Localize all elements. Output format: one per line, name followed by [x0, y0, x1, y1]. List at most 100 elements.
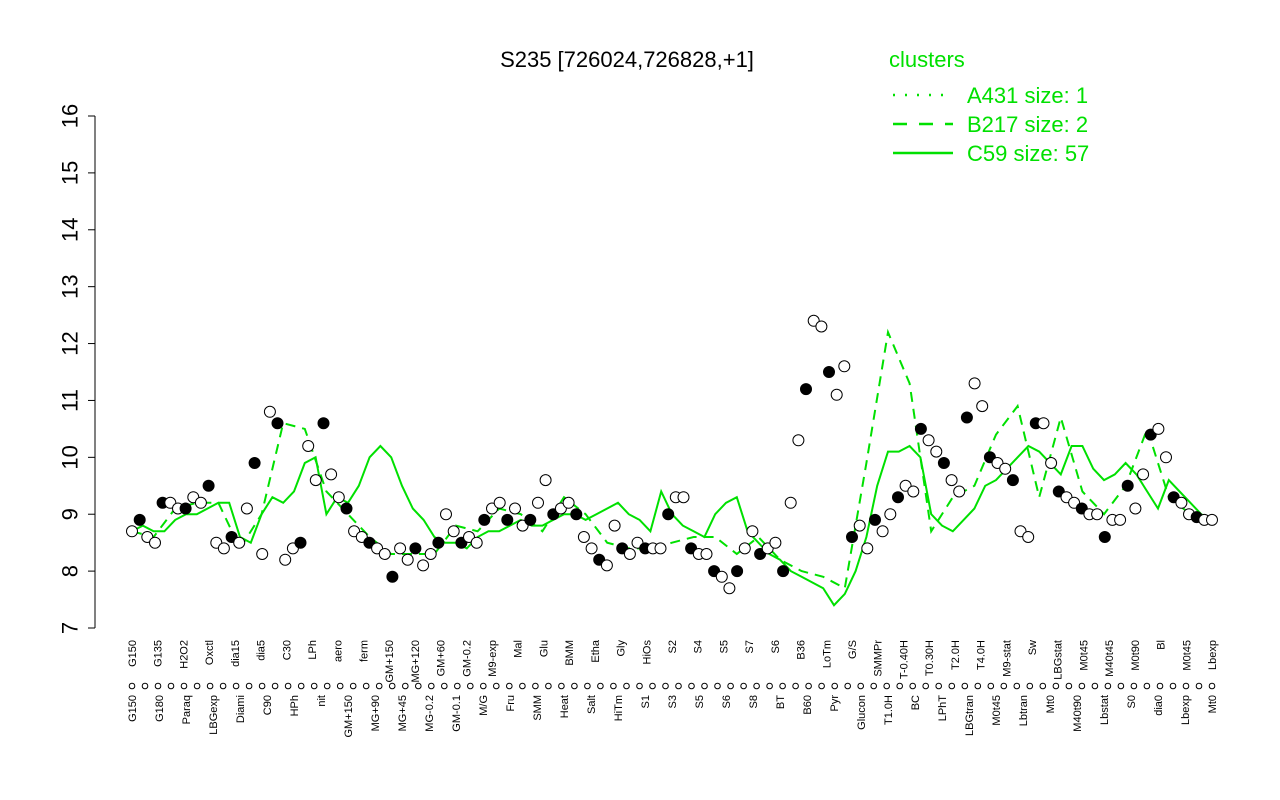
x-rug-marker: [167, 682, 175, 690]
x-category-label-top: Oxctl: [204, 640, 216, 665]
x-category-label-bottom: G150: [127, 695, 139, 722]
x-rug-marker: [480, 682, 487, 690]
data-point: [914, 422, 927, 435]
x-rug-marker: [909, 682, 917, 690]
legend-entry-label: C59 size: 57: [967, 141, 1089, 166]
x-rug-marker: [662, 682, 669, 690]
x-rug-marker: [245, 682, 253, 690]
data-point: [1206, 513, 1218, 526]
x-rug-marker: [258, 682, 266, 690]
legend-entry-label: B217 size: 2: [967, 112, 1088, 137]
data-point: [378, 548, 391, 560]
x-category-label-top: Lbexp: [1207, 640, 1219, 670]
data-point: [892, 491, 904, 504]
x-rug-marker: [896, 682, 904, 690]
x-rug-marker: [623, 682, 630, 690]
x-category-label-top: LBGstat: [1053, 640, 1065, 680]
x-rug-marker: [232, 682, 240, 690]
data-point: [1006, 474, 1019, 487]
series-line-c59: [131, 444, 1213, 607]
x-rug-marker: [714, 682, 721, 690]
y-tick-label: 8: [58, 565, 83, 577]
data-point: [960, 411, 973, 424]
data-point: [968, 377, 981, 390]
data-point: [700, 548, 713, 560]
x-category-label-bottom: M0t45: [991, 695, 1003, 726]
data-point: [930, 445, 943, 458]
x-rug-marker: [688, 682, 695, 690]
data-point: [945, 474, 958, 487]
data-point: [1137, 468, 1150, 481]
x-category-label-bottom: Pyr: [829, 695, 841, 712]
data-point: [1152, 422, 1165, 435]
data-point: [194, 496, 207, 509]
x-rug-marker: [753, 682, 760, 690]
data-point: [1098, 531, 1111, 543]
y-tick-label: 10: [58, 445, 83, 469]
x-category-label-bottom: LBGexp: [208, 695, 220, 735]
x-category-label-top: Bl: [1156, 640, 1168, 650]
x-rug-marker: [506, 682, 513, 690]
x-rug-marker: [1208, 682, 1216, 690]
data-point: [386, 570, 399, 583]
x-rug-marker: [1026, 682, 1034, 690]
x-category-label-bottom: Lbstat: [1099, 695, 1111, 725]
data-point: [922, 434, 935, 447]
x-category-label-top: S7: [744, 640, 756, 653]
data-point: [731, 565, 744, 578]
data-point: [539, 474, 552, 487]
x-rug-marker: [297, 682, 305, 690]
x-category-label-top: H2O2: [178, 640, 190, 669]
x-rug-marker: [467, 682, 474, 690]
data-point: [715, 570, 728, 583]
x-category-label-bottom: B60: [802, 695, 814, 715]
x-rug-marker: [493, 682, 500, 690]
x-category-label-top: B36: [796, 640, 808, 660]
x-rug-marker: [1039, 682, 1047, 690]
data-point: [302, 440, 315, 452]
x-rug-marker: [362, 682, 370, 690]
x-category-label-bottom: GM-0.1: [451, 695, 463, 732]
x-rug-marker: [1143, 682, 1151, 690]
x-category-label-top: GM+60: [436, 640, 448, 676]
y-tick-label: 9: [58, 508, 83, 520]
x-category-label-top: dia15: [230, 640, 242, 667]
x-category-label-bottom: Diami: [235, 695, 247, 723]
x-rug-marker: [402, 682, 409, 690]
data-point: [608, 519, 621, 532]
x-category-label-top: M9-stat: [1001, 640, 1013, 677]
x-rug-marker: [545, 682, 552, 690]
legend-title: clusters: [889, 47, 965, 72]
x-category-label-bottom: Mt0: [1207, 695, 1219, 713]
data-point: [133, 513, 146, 526]
x-rug-marker: [987, 682, 995, 690]
x-category-label-top: SMMPr: [873, 640, 885, 677]
y-tick-label: 15: [58, 161, 83, 185]
x-rug-marker: [310, 682, 318, 690]
x-category-label-bottom: Heat: [559, 695, 571, 718]
x-category-label-bottom: SMM: [532, 695, 544, 721]
x-rug-marker: [792, 682, 799, 690]
x-rug-marker: [1169, 682, 1177, 690]
data-point: [1114, 513, 1127, 526]
data-point: [401, 553, 414, 566]
data-point: [838, 360, 851, 373]
x-category-label-bottom: GM+150: [343, 695, 355, 738]
data-point: [248, 457, 261, 469]
x-rug-marker: [454, 682, 461, 690]
x-category-label-bottom: dia0: [1153, 695, 1165, 716]
x-category-label-bottom: M/G: [478, 695, 490, 716]
x-category-label-top: MG+120: [410, 640, 422, 683]
x-category-label-top: Sw: [1027, 640, 1039, 655]
x-rug-marker: [428, 682, 435, 690]
data-point: [424, 548, 437, 560]
x-rug-marker: [779, 682, 786, 690]
x-rug-marker: [961, 682, 969, 690]
data-point: [1037, 417, 1050, 430]
x-rug-marker: [675, 682, 682, 690]
data-point: [1091, 508, 1104, 521]
x-rug-marker: [584, 682, 591, 690]
data-point: [501, 513, 514, 526]
x-category-label-bottom: LBGtran: [964, 695, 976, 736]
data-point: [1121, 479, 1134, 492]
